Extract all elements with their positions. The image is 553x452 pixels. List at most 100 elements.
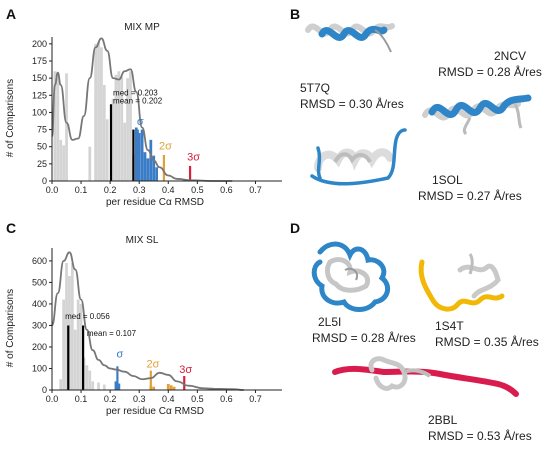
chart-c-bar-5 xyxy=(73,329,77,390)
label-2ncv-rmsd: RMSD = 0.28 Å/res xyxy=(438,64,542,79)
chart-a-sigma-label-0: σ xyxy=(137,116,144,128)
chart-c-y-tick-label-4: 400 xyxy=(32,299,47,309)
chart-a-y-tick-label-6: 150 xyxy=(32,73,47,83)
chart-c-sigma-label-1: 2σ xyxy=(146,358,159,370)
chart-a-x-tick-label-1: 0.1 xyxy=(75,185,88,195)
chart-c-bar-12 xyxy=(97,382,100,390)
chart-a-bar-21 xyxy=(140,129,144,181)
chart-c-y-tick-label-2: 200 xyxy=(32,342,47,352)
chart-c-bar-11 xyxy=(91,381,95,390)
label-2l5i-name: 2L5I xyxy=(318,315,341,329)
chart-a-bar-0 xyxy=(53,71,57,181)
chart-a-bar-16 xyxy=(126,78,129,181)
chart-a-title: MIX MP xyxy=(124,22,160,33)
chart-a-lines xyxy=(109,104,192,181)
chart-a-bar-20 xyxy=(137,133,141,181)
chart-c-bar-15 xyxy=(117,383,121,390)
chart-c-bar-6 xyxy=(76,299,80,390)
chart-c-y-tick-label-1: 100 xyxy=(32,363,47,373)
chart-a-x-tick-label-0: 0.0 xyxy=(46,185,59,195)
chart-a-ylabel: # of Comparisons xyxy=(5,79,16,157)
panel-letter-c: C xyxy=(6,220,16,236)
structure-2bbl xyxy=(332,356,519,397)
chart-a-bar-17 xyxy=(129,71,132,181)
chart-c-bar-10 xyxy=(88,370,92,390)
chart-c-bar-0 xyxy=(59,379,63,390)
chart-a-bar-26 xyxy=(155,167,159,181)
panel-letter-b: B xyxy=(290,6,300,22)
chart-a-bar-7 xyxy=(97,41,100,181)
chart-a-annotation-1: mean = 0.202 xyxy=(113,97,163,106)
chart-c-x-tick-label-3: 0.3 xyxy=(133,394,146,404)
chart-a-bar-6 xyxy=(94,43,97,181)
chart-a-bar-23 xyxy=(146,158,150,181)
chart-a-bar-1 xyxy=(56,72,60,181)
panel-letter-a: A xyxy=(6,6,16,22)
chart-c-bar-18 xyxy=(166,383,170,390)
chart-c-title: MIX SL xyxy=(126,235,159,246)
chart-c-annotations: med = 0.056 mean = 0.107 σ 2σ 3σ xyxy=(65,312,192,376)
chart-c-bar-2 xyxy=(65,263,68,390)
label-1sol-rmsd: RMSD = 0.27 Å/res xyxy=(418,188,522,203)
chart-a-y-tick-label-3: 75 xyxy=(37,125,47,135)
chart-a-y-tick-label-2: 50 xyxy=(37,142,47,152)
chart-a-bar-25 xyxy=(152,155,156,181)
chart-a-bar-10 xyxy=(105,119,109,181)
structure-2l5i xyxy=(311,241,391,312)
chart-c-x-tick-label-1: 0.1 xyxy=(75,394,88,404)
chart-a-bar-9 xyxy=(102,85,106,181)
chart-c-bar-19 xyxy=(169,385,173,390)
chart-a-bar-12 xyxy=(114,74,118,181)
chart-a-y-tick-label-8: 200 xyxy=(32,39,47,49)
chart-a-bar-24 xyxy=(149,139,153,181)
chart-a-bar-14 xyxy=(120,76,124,181)
chart-a-bar-3 xyxy=(62,145,66,181)
chart-c-sigma-label-0: σ xyxy=(117,349,124,361)
chart-a-x-tick-label-5: 0.5 xyxy=(191,185,204,195)
label-1s4t-rmsd: RMSD = 0.35 Å/res xyxy=(435,334,539,349)
chart-a-axes: 0.0 0.1 0.2 0.3 0.4 0.5 0.6 0.7 0 25 50 75 100 125 150… xyxy=(32,37,282,195)
chart-a-sigma-label-2: 3σ xyxy=(187,151,200,163)
chart-c-bar-17 xyxy=(152,386,156,390)
chart-a-y-tick-label-0: 0 xyxy=(42,176,47,186)
chart-a-x-tick-label-6: 0.6 xyxy=(220,185,233,195)
chart-c-xlabel: per residue Cα RMSD xyxy=(106,406,204,417)
chart-c-bars xyxy=(59,263,222,390)
chart-a-bar-22 xyxy=(143,152,147,181)
chart-c-bar-13 xyxy=(102,384,106,390)
chart-c-x-tick-label-0: 0.0 xyxy=(46,394,59,404)
chart-c-bar-1 xyxy=(62,299,66,390)
chart-a-density-curve xyxy=(51,37,233,182)
chart-c-bar-9 xyxy=(85,365,89,390)
chart-c-axes: 0.0 0.1 0.2 0.3 0.4 0.5 0.6 0.7 0 100 200 300 400 500… xyxy=(32,248,282,404)
chart-c-y-tick-label-6: 600 xyxy=(32,256,47,266)
chart-c-annotation-0: med = 0.056 xyxy=(65,312,110,321)
chart-c-y-tick-label-3: 300 xyxy=(32,320,47,330)
chart-c-x-tick-label-7: 0.7 xyxy=(249,394,262,404)
chart-a-x-tick-label-2: 0.2 xyxy=(104,185,117,195)
label-2bbl-name: 2BBL xyxy=(428,413,458,427)
label-1s4t-name: 1S4T xyxy=(435,319,464,333)
chart-a-y-tick-label-5: 125 xyxy=(32,90,47,100)
chart-c-sigma-label-2: 3σ xyxy=(179,364,192,376)
chart-a-bar-8 xyxy=(100,47,103,182)
chart-c-bar-3 xyxy=(68,275,71,390)
panel-letter-d: D xyxy=(290,220,300,236)
chart-c-x-tick-label-6: 0.6 xyxy=(220,394,233,404)
label-2ncv-name: 2NCV xyxy=(494,49,526,63)
label-1sol-name: 1SOL xyxy=(432,173,463,187)
chart-c-ylabel: # of Comparisons xyxy=(5,289,16,367)
chart-a-bar-15 xyxy=(123,122,127,181)
chart-c-x-tick-label-5: 0.5 xyxy=(191,394,204,404)
label-2bbl-rmsd: RMSD = 0.53 Å/res xyxy=(428,428,532,443)
label-5t7q-rmsd: RMSD = 0.30 Å/res xyxy=(300,96,404,111)
chart-c-annotation-1: mean = 0.107 xyxy=(87,329,137,338)
chart-mix-sl: MIX SL med = 0.056 mean = 0.107 σ 2σ 3σ 0.0 0… xyxy=(5,235,282,417)
chart-a-bar-11 xyxy=(111,98,115,181)
chart-a-bar-5 xyxy=(88,146,92,181)
chart-a-bar-4 xyxy=(65,73,68,181)
chart-a-sigma-label-1: 2σ xyxy=(159,140,172,152)
